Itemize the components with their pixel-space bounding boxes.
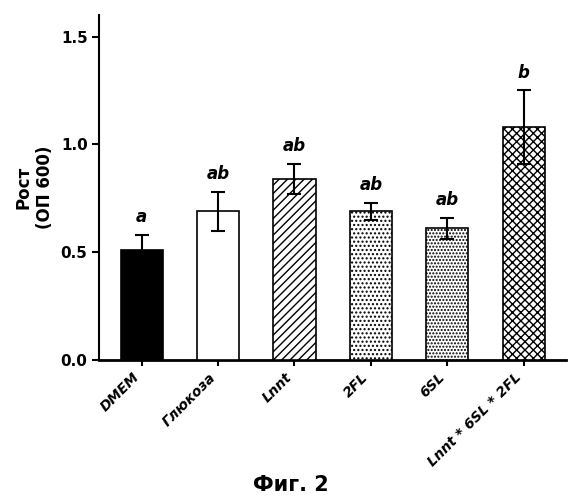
Text: a: a [136,208,147,226]
Bar [350,211,392,360]
Bar [121,250,163,360]
Text: Фиг. 2: Фиг. 2 [253,475,328,495]
Text: ab: ab [360,176,382,194]
Text: ab: ab [283,137,306,155]
Bar [197,211,239,360]
Text: b: b [518,64,530,82]
Bar [503,127,545,360]
Y-axis label: Рост
(ОП 600): Рост (ОП 600) [15,146,54,229]
Text: ab: ab [436,191,459,209]
Bar [426,228,468,360]
Bar [274,179,315,360]
Text: ab: ab [206,165,229,183]
